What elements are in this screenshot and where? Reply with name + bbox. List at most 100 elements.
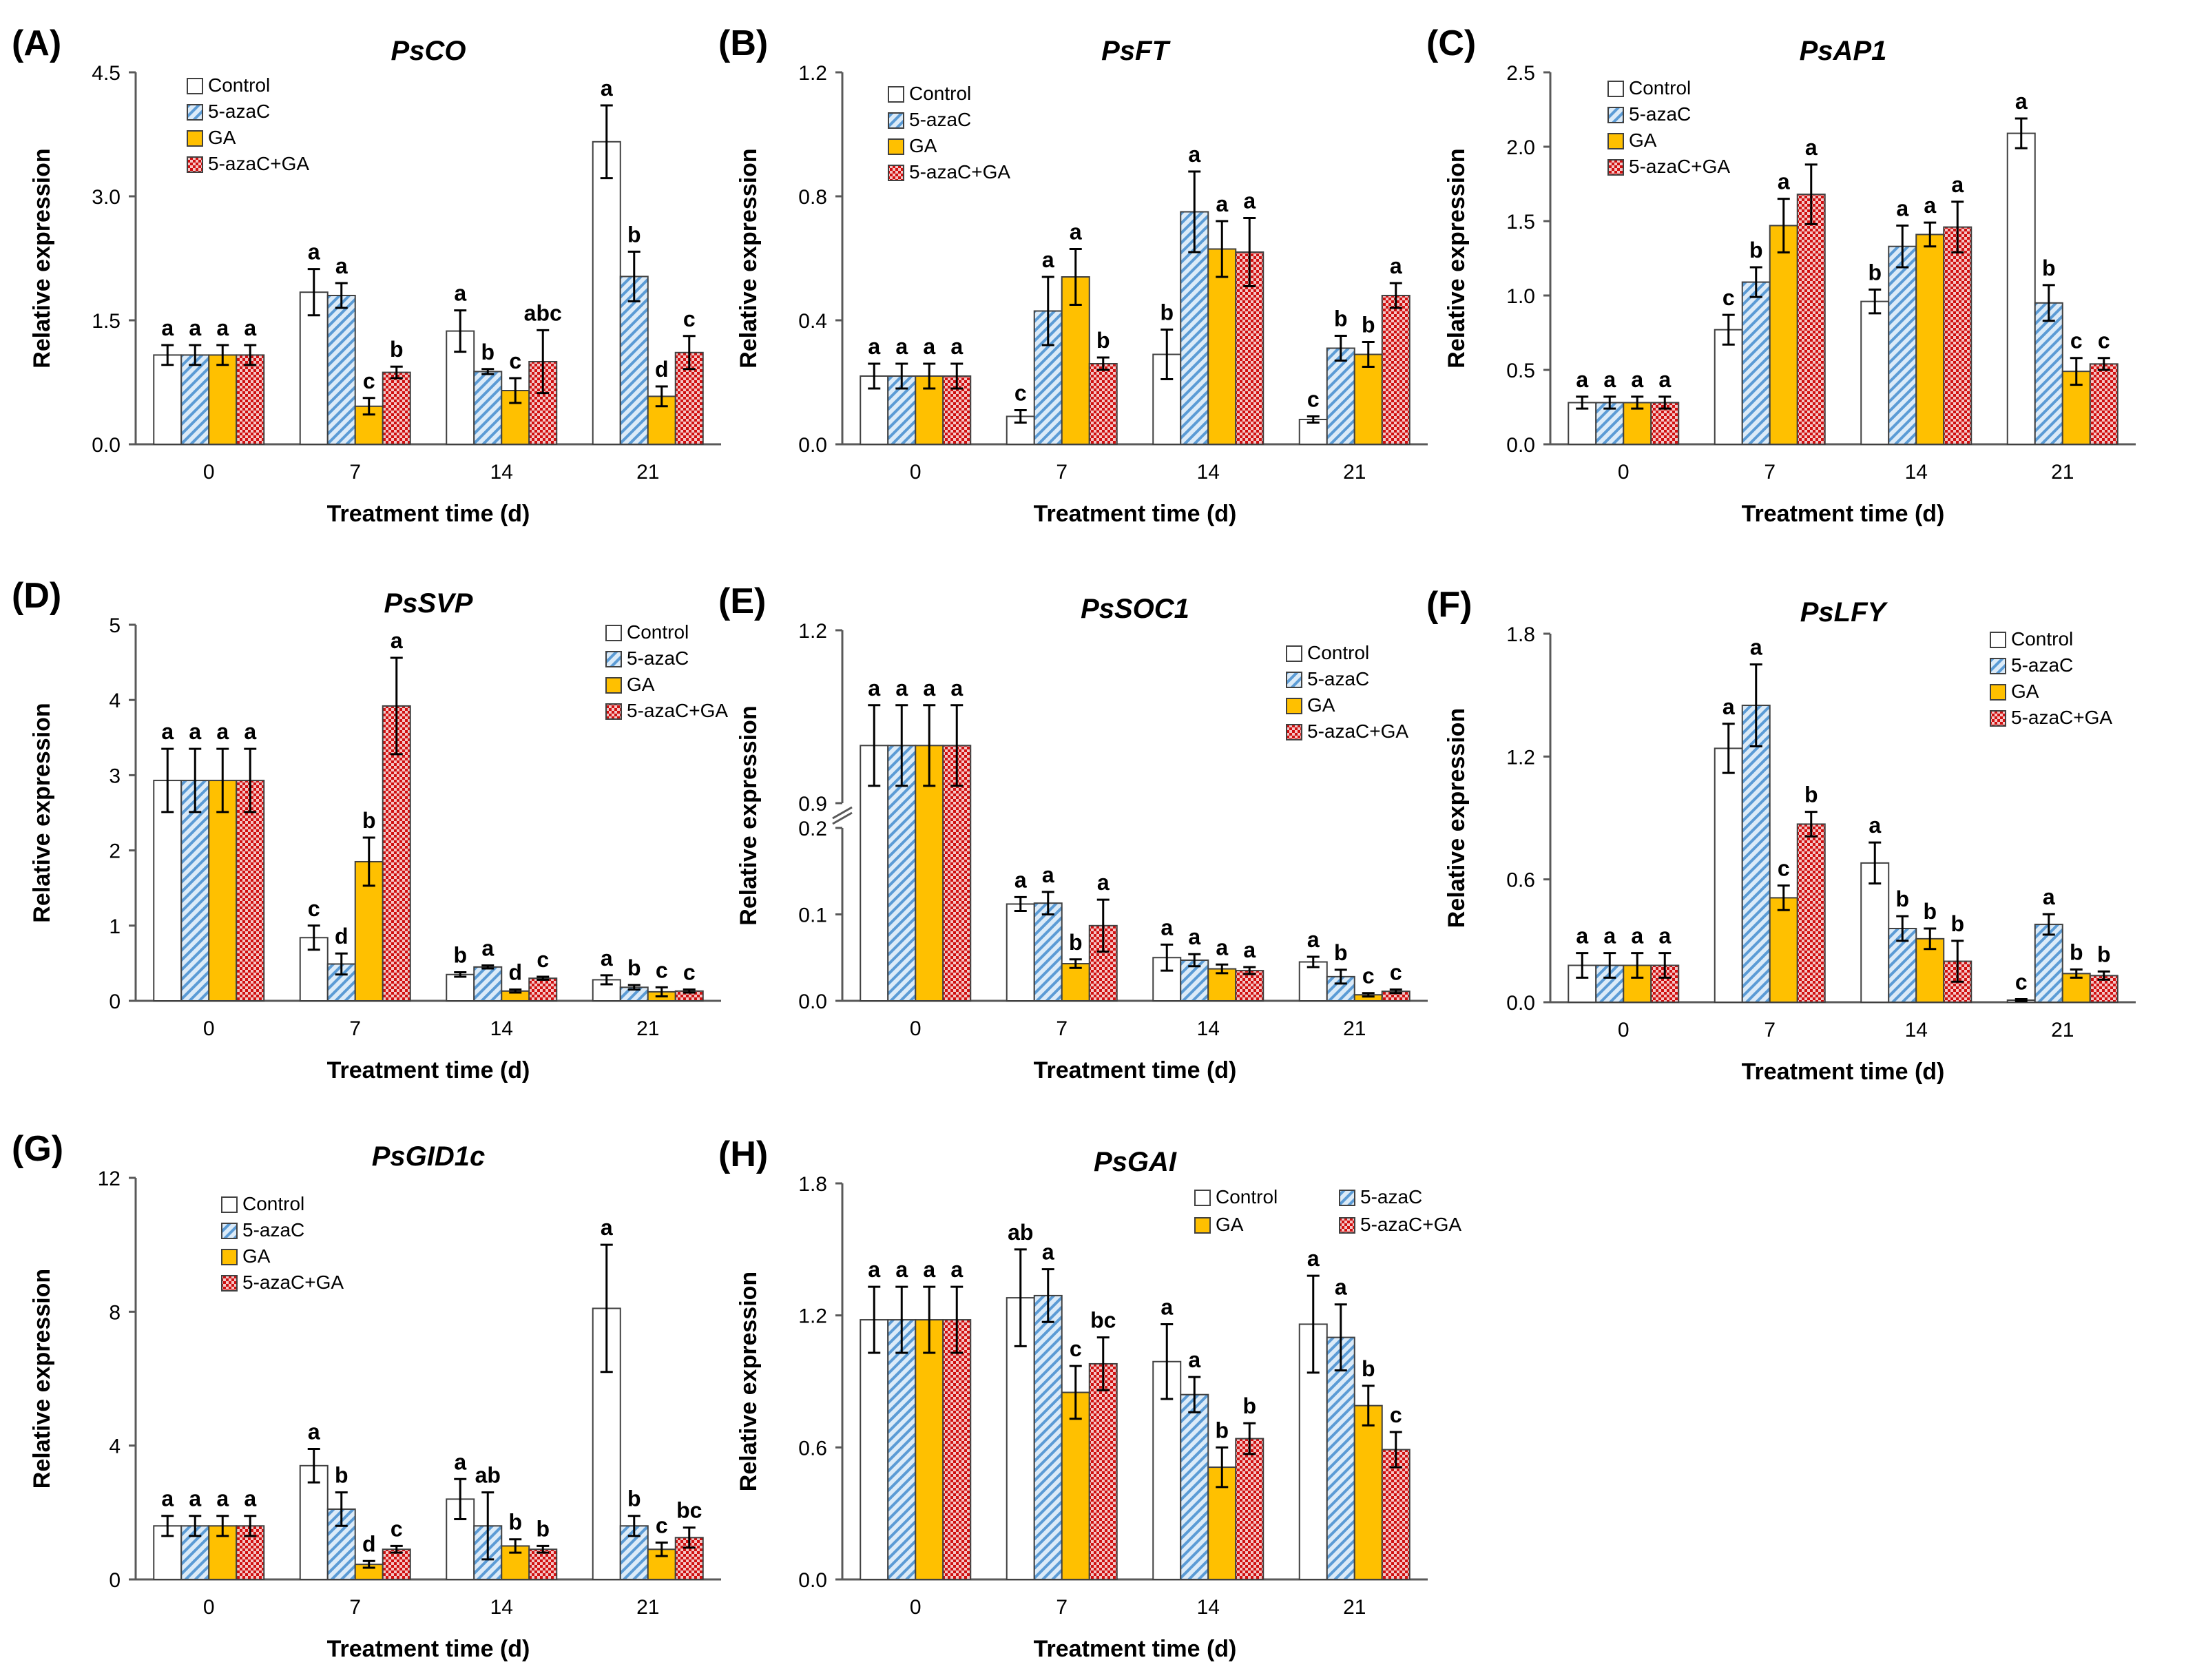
- significance-label-pssoc1-ga: a: [1216, 935, 1228, 960]
- panel-title-psco: PsCO: [391, 36, 466, 66]
- bar-psgai-5-azac-ga-d0: [942, 1319, 972, 1580]
- bar-pslfy-5-azac-d7: [1741, 705, 1771, 1004]
- significance-label-psft-5-azac: b: [1334, 307, 1348, 331]
- legend-pssoc1: Control 5-azaC GA 5-azaC+GA: [1286, 642, 1408, 742]
- significance-label-psco-control: a: [308, 240, 320, 265]
- legend-psgid1c: Control 5-azaC GA 5-azaC+GA: [221, 1193, 344, 1293]
- legend-swatch-control: [605, 625, 622, 641]
- legend-label-ga: GA: [1216, 1214, 1244, 1235]
- bar-psap1-5-azac-ga-d7: [1796, 194, 1826, 445]
- bar-psco-5-azac-d14: [473, 371, 503, 446]
- bar-psgai-ga-d0: [915, 1319, 944, 1580]
- legend-label-5-azac-ga: 5-azaC+GA: [1307, 720, 1408, 742]
- bar-psco-5-azac-ga-d7: [382, 371, 411, 445]
- significance-label-psgid1c-5-azac-ga: b: [536, 1516, 550, 1541]
- significance-label-psco-control: a: [601, 76, 613, 101]
- significance-label-pssoc1-5-azac: a: [895, 676, 908, 701]
- y-tick-label-psgai: 1.2: [798, 1305, 827, 1328]
- significance-label-pslfy-5-azac-ga: a: [1658, 924, 1671, 948]
- x-tick-label-psgai: 14: [1197, 1596, 1220, 1619]
- legend-swatch-5-azac-ga: [1286, 724, 1302, 740]
- bar-pssoc1-control-d21: [1298, 961, 1328, 1002]
- y-axis-label-pslfy: Relative expression: [1444, 708, 1470, 928]
- bar-psgai-control-d0: [860, 1319, 889, 1580]
- legend-label-5-azac-ga: 5-azaC+GA: [627, 700, 728, 721]
- x-tick-label-pslfy: 14: [1905, 1019, 1928, 1041]
- legend-label-control: Control: [909, 83, 971, 104]
- significance-label-pssvp-control: b: [453, 943, 467, 968]
- bar-psgai-5-azac-ga-d21: [1381, 1449, 1411, 1581]
- significance-label-psgid1c-control: a: [454, 1449, 466, 1474]
- legend-label-5-azac: 5-azaC: [909, 109, 971, 130]
- significance-label-psco-5-azac: a: [335, 253, 348, 278]
- x-tick-label-pssvp: 0: [203, 1017, 215, 1040]
- significance-label-psgid1c-5-azac: b: [335, 1463, 348, 1488]
- legend-swatch-ga: [1286, 698, 1302, 714]
- legend-psco: Control 5-azaC GA 5-azaC+GA: [187, 74, 309, 174]
- significance-label-pssoc1-control: a: [1160, 915, 1173, 940]
- bar-pslfy-ga-d7: [1769, 897, 1798, 1003]
- y-axis-label-psco: Relative expression: [29, 148, 55, 368]
- significance-label-pslfy-control: a: [1576, 924, 1588, 948]
- legend-swatch-5-azac-ga: [187, 156, 203, 173]
- y-axis-label-pssoc1: Relative expression: [736, 705, 762, 925]
- x-tick-label-pslfy: 0: [1618, 1019, 1630, 1041]
- significance-label-psgai-5-azac: a: [1335, 1275, 1347, 1300]
- significance-label-pssvp-control: c: [308, 896, 320, 921]
- y-axis-label-psgai: Relative expression: [736, 1272, 762, 1491]
- legend-psgai: Control 5-azaC GA 5-azaC+GA: [1194, 1186, 1461, 1235]
- bar-psco-5-azac-d21: [619, 276, 649, 445]
- significance-label-pslfy-control: a: [1722, 694, 1735, 719]
- significance-label-psco-5-azac: b: [627, 222, 641, 247]
- significance-label-psgai-ga: a: [923, 1257, 935, 1282]
- legend-label-control: Control: [1629, 77, 1691, 98]
- significance-label-psco-5-azac-ga: abc: [524, 300, 562, 325]
- y-tick-label-psap1: 2.5: [1506, 62, 1535, 85]
- y-tick-label-psft: 0.8: [798, 186, 827, 209]
- x-tick-label-psgai: 21: [1343, 1596, 1366, 1619]
- significance-label-pssoc1-5-azac-ga: a: [950, 676, 963, 701]
- significance-label-psgai-ga: b: [1215, 1418, 1229, 1442]
- panel-psgid1c: (G) PsGID1c 0 4 8 12 Relative expression Treatm…: [12, 1129, 721, 1662]
- y-tick-label-pssvp: 0: [109, 991, 121, 1013]
- x-tick-label-psgid1c: 7: [349, 1596, 361, 1619]
- bar-psap1-5-azac-d21: [2034, 302, 2063, 445]
- significance-label-psft-5-azac: a: [895, 334, 908, 359]
- bar-pssvp-5-azac-d0: [180, 780, 210, 1002]
- legend-label-control: Control: [242, 1193, 304, 1214]
- bar-psgai-5-azac-d0: [887, 1319, 917, 1580]
- y-tick-label-psgai: 0.6: [798, 1437, 827, 1460]
- significance-label-psap1-5-azac: a: [1896, 196, 1908, 220]
- significance-label-pssoc1-ga: b: [1069, 930, 1083, 955]
- significance-label-psap1-5-azac-ga: a: [1805, 135, 1818, 160]
- significance-label-psft-5-azac: a: [1188, 142, 1200, 167]
- significance-label-psft-control: b: [1160, 300, 1174, 325]
- bar-pssvp-control-d14: [446, 973, 475, 1002]
- y-tick-label-psgid1c: 8: [109, 1301, 121, 1324]
- legend-label-5-azac-ga: 5-azaC+GA: [208, 153, 309, 174]
- legend-swatch-5-azac-ga: [1990, 710, 2006, 727]
- significance-label-psco-5-azac-ga: c: [683, 307, 696, 331]
- legend-label-ga: GA: [627, 674, 655, 695]
- significance-label-pssvp-5-azac: a: [481, 936, 494, 961]
- y-axis-label-psap1: Relative expression: [1444, 148, 1470, 368]
- legend-swatch-control: [1990, 632, 2006, 648]
- significance-label-psgai-5-azac: a: [1188, 1347, 1200, 1372]
- significance-label-psft-control: a: [868, 334, 880, 359]
- y-tick-label-psco: 4.5: [92, 62, 121, 85]
- significance-label-pssvp-ga: b: [362, 808, 376, 833]
- panel-psgai: (H) PsGAI 0.0 0.6 1.2 1.8 Relative expression T…: [718, 1134, 1461, 1662]
- legend-label-control: Control: [1216, 1186, 1278, 1207]
- bar-pssoc1-5-azac-d0: [887, 745, 917, 1002]
- significance-label-pslfy-control: a: [1868, 813, 1881, 838]
- bar-psco-ga-d0: [208, 354, 238, 446]
- significance-label-psft-ga: a: [1070, 220, 1082, 245]
- legend-label-ga: GA: [208, 127, 236, 148]
- significance-label-pssvp-5-azac: d: [335, 924, 348, 948]
- significance-label-psgai-control: a: [1160, 1294, 1173, 1319]
- significance-label-pssoc1-5-azac: a: [1042, 862, 1054, 887]
- significance-label-pslfy-ga: c: [1778, 856, 1790, 881]
- x-tick-label-pssoc1: 21: [1343, 1017, 1366, 1040]
- significance-label-psgid1c-5-azac: a: [189, 1486, 201, 1511]
